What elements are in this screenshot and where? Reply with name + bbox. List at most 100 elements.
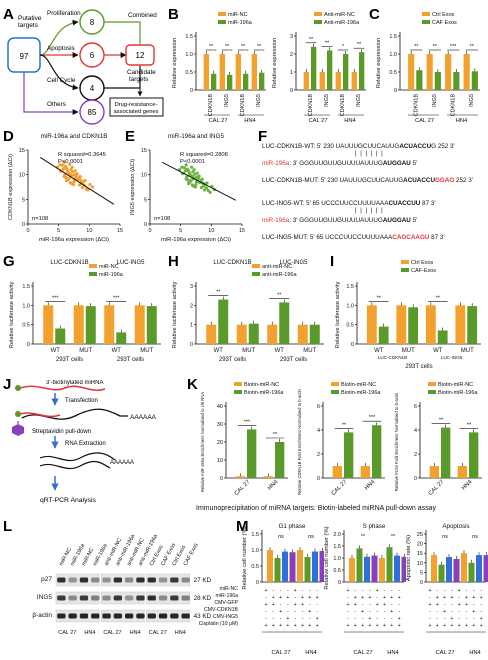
panel-m-row-labels: miR-NCmiR-196aCMV-GFPCMV-CDKN1BCMV-ING5C… bbox=[199, 586, 239, 627]
scatter-point bbox=[192, 168, 196, 172]
sign-cell: + bbox=[480, 616, 483, 622]
seq-cdkn1b-wt: LUC-CDKN1B-WT: 5' 230 UAUUUGCUUCAUUGACUA… bbox=[262, 143, 455, 150]
bar bbox=[55, 328, 66, 344]
blot-band bbox=[68, 577, 77, 583]
row-label: Cisplatin (10 μM) bbox=[199, 621, 239, 627]
sign-cell: + bbox=[436, 602, 439, 608]
scatter-point bbox=[73, 173, 77, 177]
bar bbox=[279, 302, 290, 344]
significance-label: ** bbox=[377, 295, 382, 301]
scatter-point bbox=[65, 166, 69, 170]
y-axis-label: Relative cell number (%) bbox=[242, 526, 248, 589]
bar bbox=[275, 442, 285, 478]
p-value-label: P<0.0001 bbox=[180, 159, 205, 165]
bar bbox=[211, 73, 217, 90]
sign-cell: - bbox=[265, 609, 267, 615]
chart-e-scatter: miR-196a and ING5 0 5 10 15 0 5 10 15 R squared=0… bbox=[130, 133, 245, 243]
seq-cdkn1b-mut: LUC-CDKN1B-MUT: 5' 230 UAUUUGCUUCAUUGACU… bbox=[262, 177, 473, 184]
sign-cell: - bbox=[466, 616, 468, 622]
y-tick-label: 3 bbox=[190, 284, 193, 290]
bar bbox=[335, 72, 341, 90]
sign-cell: - bbox=[473, 616, 475, 622]
sign-cell: + bbox=[361, 609, 364, 615]
scatter-point bbox=[182, 166, 186, 170]
bar bbox=[267, 550, 273, 582]
seq-ing5-mut: LUC-ING5-MUT: 5' 65 UCCCUUCCUUUUAAACAGCA… bbox=[262, 234, 445, 241]
blot-band bbox=[102, 613, 111, 619]
legend-label: Biotin-miR-NC bbox=[244, 382, 279, 388]
y-tick-label: 0 bbox=[420, 580, 423, 586]
sign-cell: - bbox=[436, 588, 438, 594]
sign-cell: + bbox=[458, 623, 461, 629]
x-axis-label: 293T cells bbox=[219, 357, 246, 363]
sign-cell: - bbox=[451, 602, 453, 608]
sign-cell: + bbox=[279, 595, 282, 601]
scatter-point bbox=[193, 185, 197, 189]
blot-band bbox=[57, 577, 66, 583]
j-polya-2: AAAAAA bbox=[110, 460, 134, 466]
sign-cell: - bbox=[309, 602, 311, 608]
chart-subtitle: LUC-ING5 bbox=[441, 355, 463, 360]
y-axis-label: Apoptotic rate (%) bbox=[406, 535, 412, 581]
group-label: HN4 bbox=[305, 650, 317, 656]
y-tick-label: 10 bbox=[417, 561, 423, 567]
scatter-point bbox=[68, 180, 72, 185]
kd-label: 27 KD bbox=[194, 577, 212, 584]
sign-cell: + bbox=[308, 595, 311, 601]
y-tick-label: 0 bbox=[290, 88, 293, 94]
j-label-rna-extraction: RNA Extraction bbox=[65, 441, 106, 447]
sign-cell: + bbox=[294, 623, 297, 629]
blot-band bbox=[181, 595, 190, 601]
candidate-label-1: Candidate bbox=[127, 69, 156, 76]
x-tick-label: WT bbox=[214, 348, 224, 354]
scatter-point bbox=[195, 171, 199, 175]
y-axis-label: Relative expression bbox=[272, 38, 278, 89]
legend-swatch bbox=[331, 390, 339, 394]
y-tick-label: 1.5 bbox=[346, 284, 354, 290]
apoptosis-label: Apoptosis bbox=[47, 45, 75, 52]
row-label: CMV-GFP bbox=[214, 600, 238, 606]
sign-cell: - bbox=[444, 588, 446, 594]
sign-cell: - bbox=[309, 588, 311, 594]
fit-line bbox=[162, 161, 237, 201]
blot-band bbox=[113, 577, 122, 583]
sign-cell: - bbox=[384, 616, 386, 622]
panel-j-schematic: 3'-biotinylated miRNA Transfection AAAAA… bbox=[12, 380, 157, 504]
x-tick-label: 15 bbox=[239, 228, 245, 234]
y-tick-label: 1.5 bbox=[389, 34, 397, 40]
x-tick-label: WT bbox=[112, 348, 122, 354]
sign-cell: + bbox=[264, 602, 267, 608]
scatter-point bbox=[71, 182, 75, 187]
y-tick-label: 4 bbox=[414, 428, 417, 434]
blot-group-label: CAL 27 bbox=[149, 630, 167, 636]
sign-cell: + bbox=[465, 623, 468, 629]
y-tick-label: 4 bbox=[317, 428, 320, 434]
bar bbox=[356, 548, 363, 582]
y-tick-label: 1.5 bbox=[251, 532, 259, 538]
group-label: HN4 bbox=[469, 650, 481, 656]
group-label: CAL 27 bbox=[415, 118, 434, 124]
y-axis-label: Relative luciferase activity bbox=[335, 282, 341, 349]
blot-band bbox=[181, 577, 190, 583]
blot-band bbox=[170, 595, 179, 601]
sign-cell: + bbox=[308, 609, 311, 615]
legend-label: anti-miR-NC bbox=[262, 264, 292, 270]
scatter-point bbox=[70, 165, 74, 169]
lane-label: CAF Exos bbox=[183, 542, 200, 567]
chart-c-exos: 0 0.5 1.0 1.5 Relative expression Ctrl Exos CA… bbox=[376, 12, 480, 124]
scatter-point bbox=[205, 181, 209, 185]
x-tick-label: WT bbox=[51, 348, 61, 354]
sign-cell: + bbox=[294, 588, 297, 594]
sign-cell: + bbox=[472, 609, 475, 615]
blot-band bbox=[158, 595, 168, 601]
y-tick-label: 10 bbox=[19, 173, 25, 179]
bar bbox=[441, 427, 451, 478]
bar bbox=[371, 555, 378, 582]
y-axis-label: Relative expression bbox=[376, 38, 382, 89]
bar bbox=[437, 330, 448, 344]
sign-cell: - bbox=[362, 602, 364, 608]
scatter-point bbox=[78, 175, 82, 179]
y-tick-label: 20 bbox=[417, 542, 423, 548]
x-tick-label: 0 bbox=[148, 228, 151, 234]
y-tick-label: 1.0 bbox=[346, 303, 354, 309]
